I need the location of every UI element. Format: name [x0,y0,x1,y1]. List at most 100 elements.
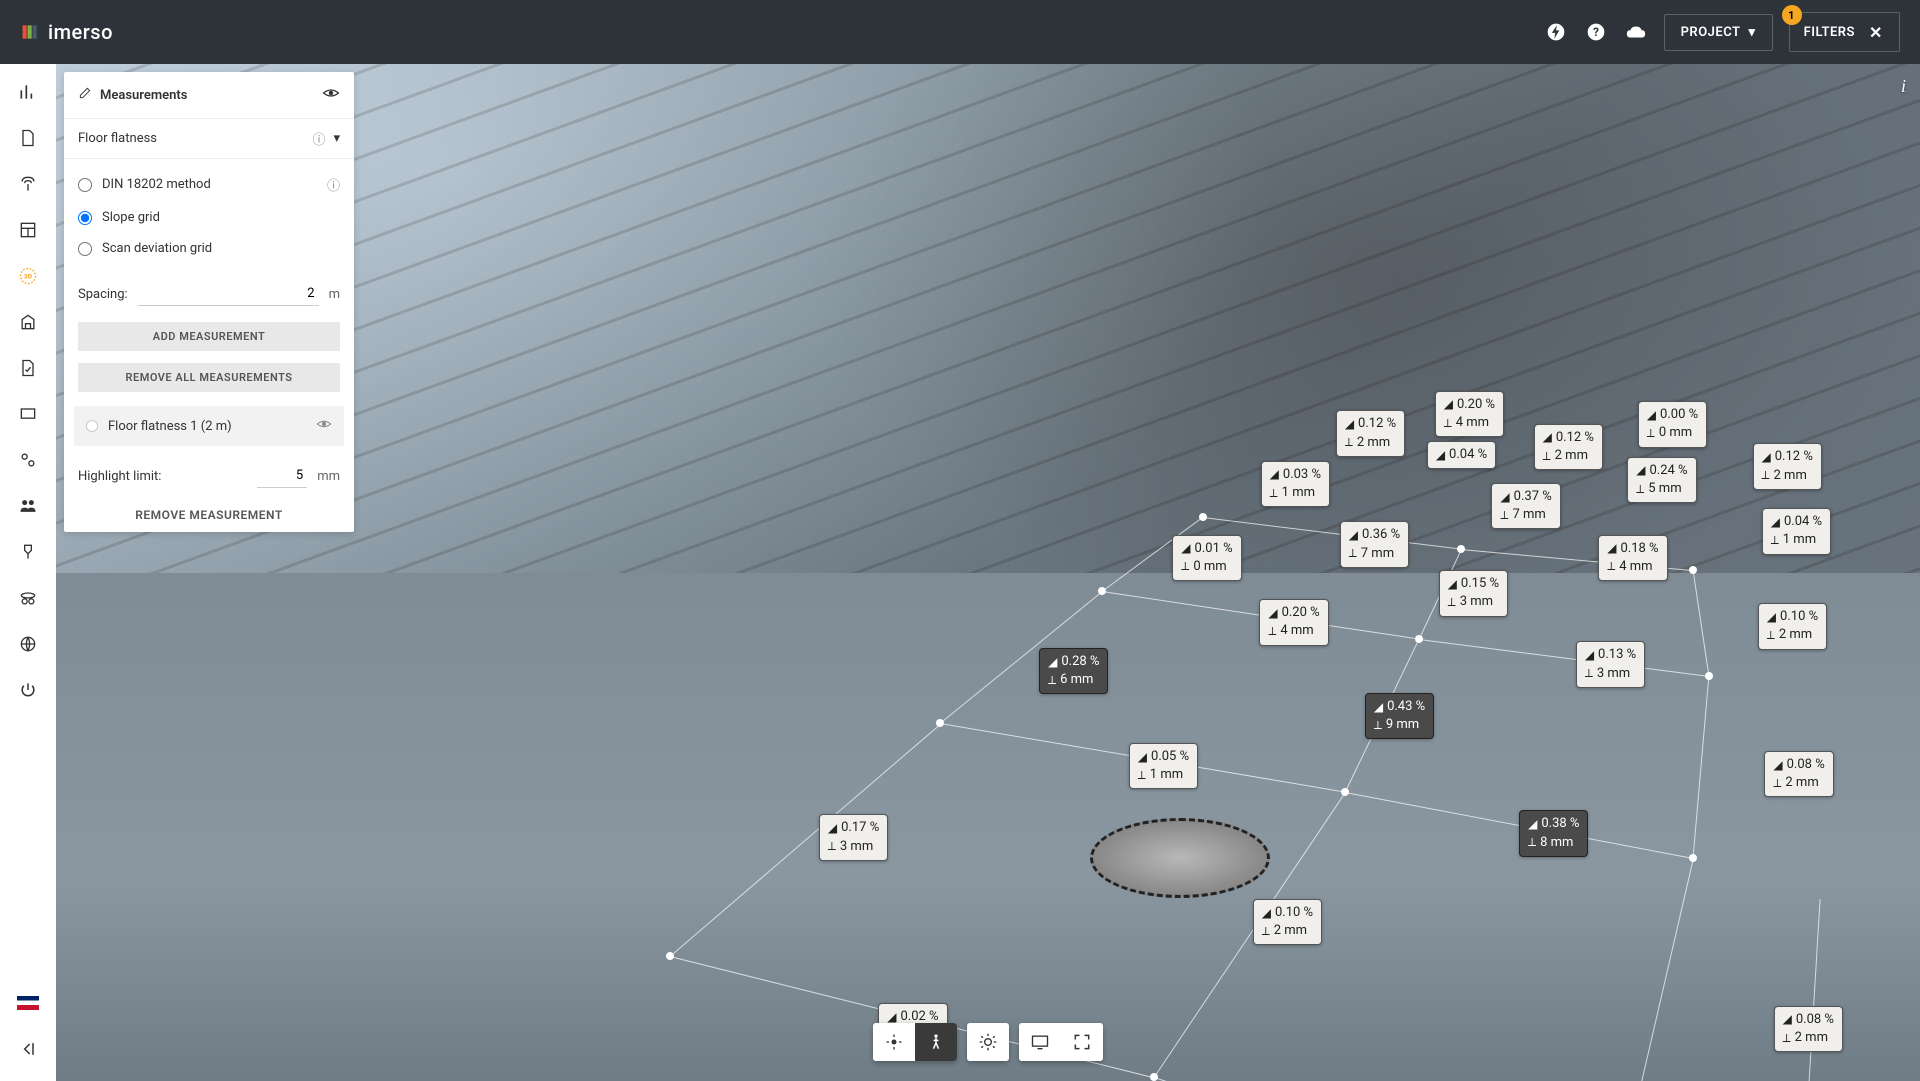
measurement-callout[interactable]: ◢0.10 %⟂2 mm [1253,899,1322,945]
measurement-callout[interactable]: ◢0.15 %⟂3 mm [1439,570,1508,616]
grid-node[interactable] [1705,672,1713,680]
measurement-callout[interactable]: ◢0.08 %⟂2 mm [1774,1006,1843,1052]
broadcast-icon[interactable] [16,172,40,196]
file-check-icon[interactable] [16,356,40,380]
grid-node[interactable] [1199,513,1207,521]
grid-node[interactable] [1457,545,1465,553]
filters-badge: 1 [1782,5,1802,25]
grid-node[interactable] [1150,1073,1158,1081]
highlight-input[interactable] [257,464,307,488]
measurement-callout[interactable]: ◢0.12 %⟂2 mm [1534,424,1603,470]
close-icon[interactable]: ✕ [1867,23,1885,41]
grid-node[interactable] [1098,587,1106,595]
document-icon[interactable] [16,126,40,150]
header-actions: ? PROJECT ▾ 1 FILTERS ✕ [1544,12,1900,52]
help-circle-icon[interactable]: ⓘ [312,129,325,148]
spacing-input[interactable] [138,282,319,306]
logo-icon [20,22,40,42]
measurement-callout[interactable]: ◢0.12 %⟂2 mm [1336,410,1405,456]
measurement-callout[interactable]: ◢0.36 %⟂7 mm [1340,521,1409,567]
language-flag-icon[interactable] [16,991,40,1015]
layout-icon[interactable] [16,218,40,242]
measurement-item-label: Floor flatness 1 (2 m) [108,419,232,434]
power-icon[interactable] [16,678,40,702]
remove-measurement-button[interactable]: REMOVE MEASUREMENT [64,498,354,532]
globe-icon[interactable] [16,632,40,656]
measurement-callout[interactable]: ◢0.10 %⟂2 mm [1758,603,1827,649]
analytics-icon[interactable] [16,80,40,104]
remove-all-button[interactable]: REMOVE ALL MEASUREMENTS [78,363,340,392]
measurement-callout[interactable]: ◢0.00 %⟂0 mm [1638,401,1707,447]
highlight-row: Highlight limit: mm [64,454,354,498]
grid-node[interactable] [1415,635,1423,643]
panel-header: Measurements [64,72,354,119]
orbit-mode-button[interactable] [873,1023,915,1061]
radio-slope[interactable]: Slope grid [78,202,340,233]
visibility-toggle-icon[interactable] [322,84,340,106]
measurement-callout[interactable]: ◢0.24 %⟂5 mm [1627,457,1696,503]
highlight-label: Highlight limit: [78,469,247,484]
screen-icon[interactable] [16,402,40,426]
item-visibility-icon[interactable] [316,416,332,436]
walk-mode-button[interactable] [915,1023,957,1061]
grid-node[interactable] [1689,566,1697,574]
screenshot-button[interactable] [1019,1023,1061,1061]
svg-text:3D: 3D [24,273,33,281]
building-icon[interactable] [16,310,40,334]
measurement-callout[interactable]: ◢0.04 %⟂1 mm [1762,508,1831,554]
measurement-callout[interactable]: ◢0.08 %⟂2 mm [1764,751,1833,797]
radio-din-input[interactable] [78,178,92,192]
method-radio-group: DIN 18202 method ⓘ Slope grid Scan devia… [64,159,354,272]
measurement-list-item[interactable]: Floor flatness 1 (2 m) [74,406,344,446]
measurement-callout[interactable]: ◢0.37 %⟂7 mm [1491,483,1560,529]
radio-scan-input[interactable] [78,242,92,256]
measurement-callout[interactable]: ◢0.28 %⟂6 mm [1039,648,1108,694]
project-dropdown[interactable]: PROJECT ▾ [1664,14,1773,51]
measurement-callout[interactable]: ◢0.01 %⟂0 mm [1172,535,1241,581]
radio-slope-input[interactable] [78,211,92,225]
measurement-callout[interactable]: ◢0.38 %⟂8 mm [1519,810,1588,856]
measurement-callout[interactable]: ◢0.03 %⟂1 mm [1261,461,1330,507]
spacing-row: Spacing: m [64,272,354,316]
radio-scan[interactable]: Scan deviation grid [78,233,340,264]
measurement-callout[interactable]: ◢0.12 %⟂2 mm [1753,443,1822,489]
measurement-callout[interactable]: ◢0.20 %⟂4 mm [1259,599,1328,645]
3d-icon[interactable]: 3D [16,264,40,288]
app-header: imerso ? PROJECT ▾ 1 FILTERS ✕ [0,0,1920,64]
grid-node[interactable] [666,952,674,960]
cloud-icon[interactable] [1624,20,1648,44]
spacing-label: Spacing: [78,287,128,302]
measurement-callout[interactable]: ◢0.05 %⟂1 mm [1129,743,1198,789]
filters-button[interactable]: 1 FILTERS ✕ [1789,12,1900,52]
measurement-callout[interactable]: ◢0.20 %⟂4 mm [1435,391,1504,437]
fullscreen-button[interactable] [1061,1023,1103,1061]
users-icon[interactable] [16,494,40,518]
view-settings-button[interactable] [967,1023,1009,1061]
marker-icon[interactable] [16,540,40,564]
bolt-icon[interactable] [1544,20,1568,44]
project-label: PROJECT [1681,25,1741,40]
add-measurement-button[interactable]: ADD MEASUREMENT [78,322,340,351]
viewport-info-icon[interactable]: i [1901,76,1906,97]
color-dot-icon [86,420,98,432]
grid-node[interactable] [1689,854,1697,862]
measurement-callout[interactable]: ◢0.43 %⟂9 mm [1365,693,1434,739]
chevron-down-icon: ▾ [333,131,340,146]
settings-gear-icon[interactable] [16,448,40,472]
measurement-callout[interactable]: ◢0.18 %⟂4 mm [1598,535,1667,581]
measurement-type-select[interactable]: Floor flatness ⓘ ▾ [64,119,354,159]
grid-node[interactable] [936,719,944,727]
radio-din[interactable]: DIN 18202 method ⓘ [78,167,340,202]
brand-logo: imerso [20,20,113,44]
measurement-callout[interactable]: ◢0.13 %⟂3 mm [1576,641,1645,687]
highlight-unit: mm [317,469,340,484]
measurement-callout[interactable]: ◢0.17 %⟂3 mm [819,814,888,860]
collapse-icon[interactable] [16,1037,40,1061]
incognito-icon[interactable] [16,586,40,610]
measurement-type-label: Floor flatness [78,131,157,146]
brand-name: imerso [48,20,113,44]
grid-node[interactable] [1341,788,1349,796]
info-icon[interactable]: ⓘ [327,175,340,194]
measurement-callout[interactable]: ◢0.04 % [1427,441,1496,469]
help-icon[interactable]: ? [1584,20,1608,44]
